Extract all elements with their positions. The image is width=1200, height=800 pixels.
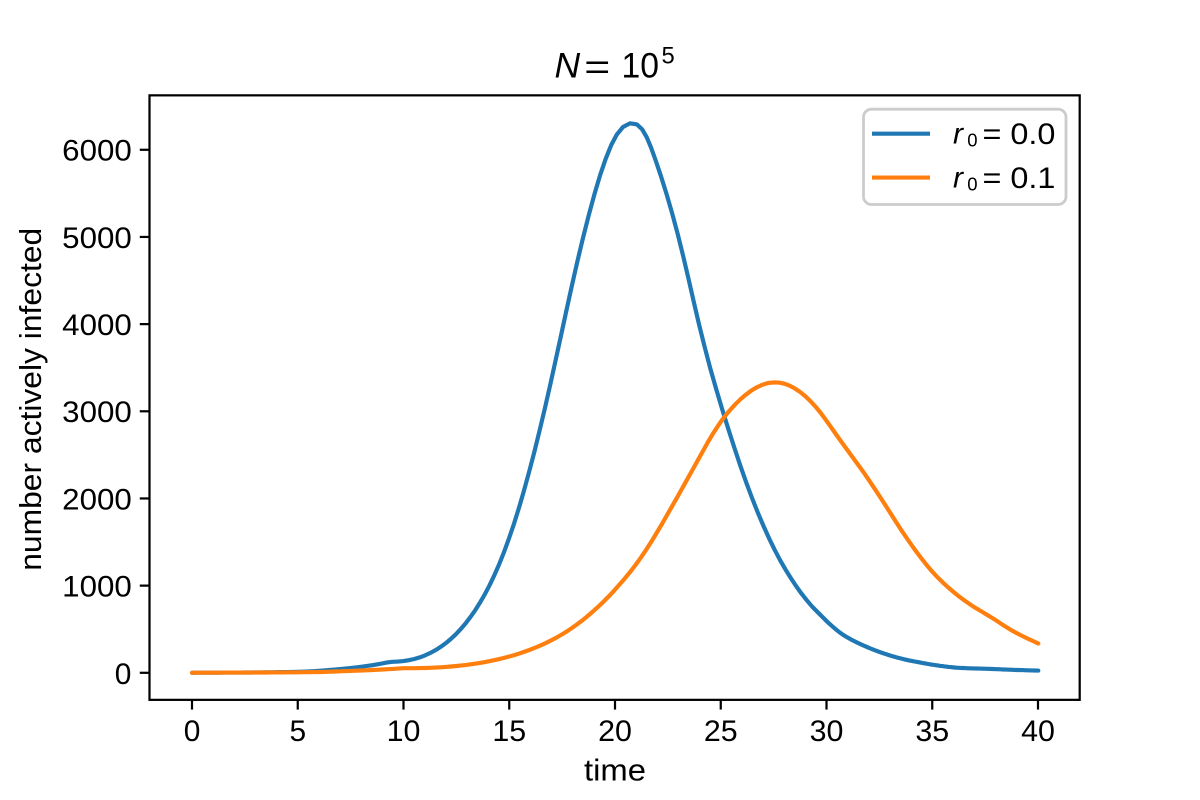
svg-text:2000: 2000 xyxy=(62,483,132,516)
svg-text:5: 5 xyxy=(289,715,306,748)
svg-text:30: 30 xyxy=(810,715,844,748)
svg-text:= 0.0: = 0.0 xyxy=(983,118,1056,151)
svg-text:20: 20 xyxy=(598,715,632,748)
svg-text:0: 0 xyxy=(967,173,977,194)
svg-text:=: = xyxy=(584,47,610,87)
svg-text:N: N xyxy=(555,45,581,85)
svg-text:10: 10 xyxy=(387,715,421,748)
svg-text:1000: 1000 xyxy=(62,571,132,604)
svg-text:35: 35 xyxy=(915,715,949,748)
svg-text:4000: 4000 xyxy=(62,309,132,342)
svg-text:0: 0 xyxy=(184,715,201,748)
svg-text:time: time xyxy=(584,753,646,788)
svg-text:r: r xyxy=(953,161,964,194)
svg-text:3000: 3000 xyxy=(62,396,132,429)
svg-text:5: 5 xyxy=(662,42,675,69)
svg-text:= 0.1: = 0.1 xyxy=(983,162,1056,195)
svg-text:25: 25 xyxy=(704,715,738,748)
svg-text:6000: 6000 xyxy=(62,135,132,168)
svg-text:15: 15 xyxy=(492,715,526,748)
svg-text:0: 0 xyxy=(967,130,977,151)
svg-text:number actively infected: number actively infected xyxy=(13,228,48,571)
svg-text:40: 40 xyxy=(1021,715,1055,748)
svg-text:0: 0 xyxy=(115,658,132,691)
svg-text:r: r xyxy=(953,117,964,150)
svg-text:10: 10 xyxy=(622,45,660,85)
svg-text:5000: 5000 xyxy=(62,222,132,255)
